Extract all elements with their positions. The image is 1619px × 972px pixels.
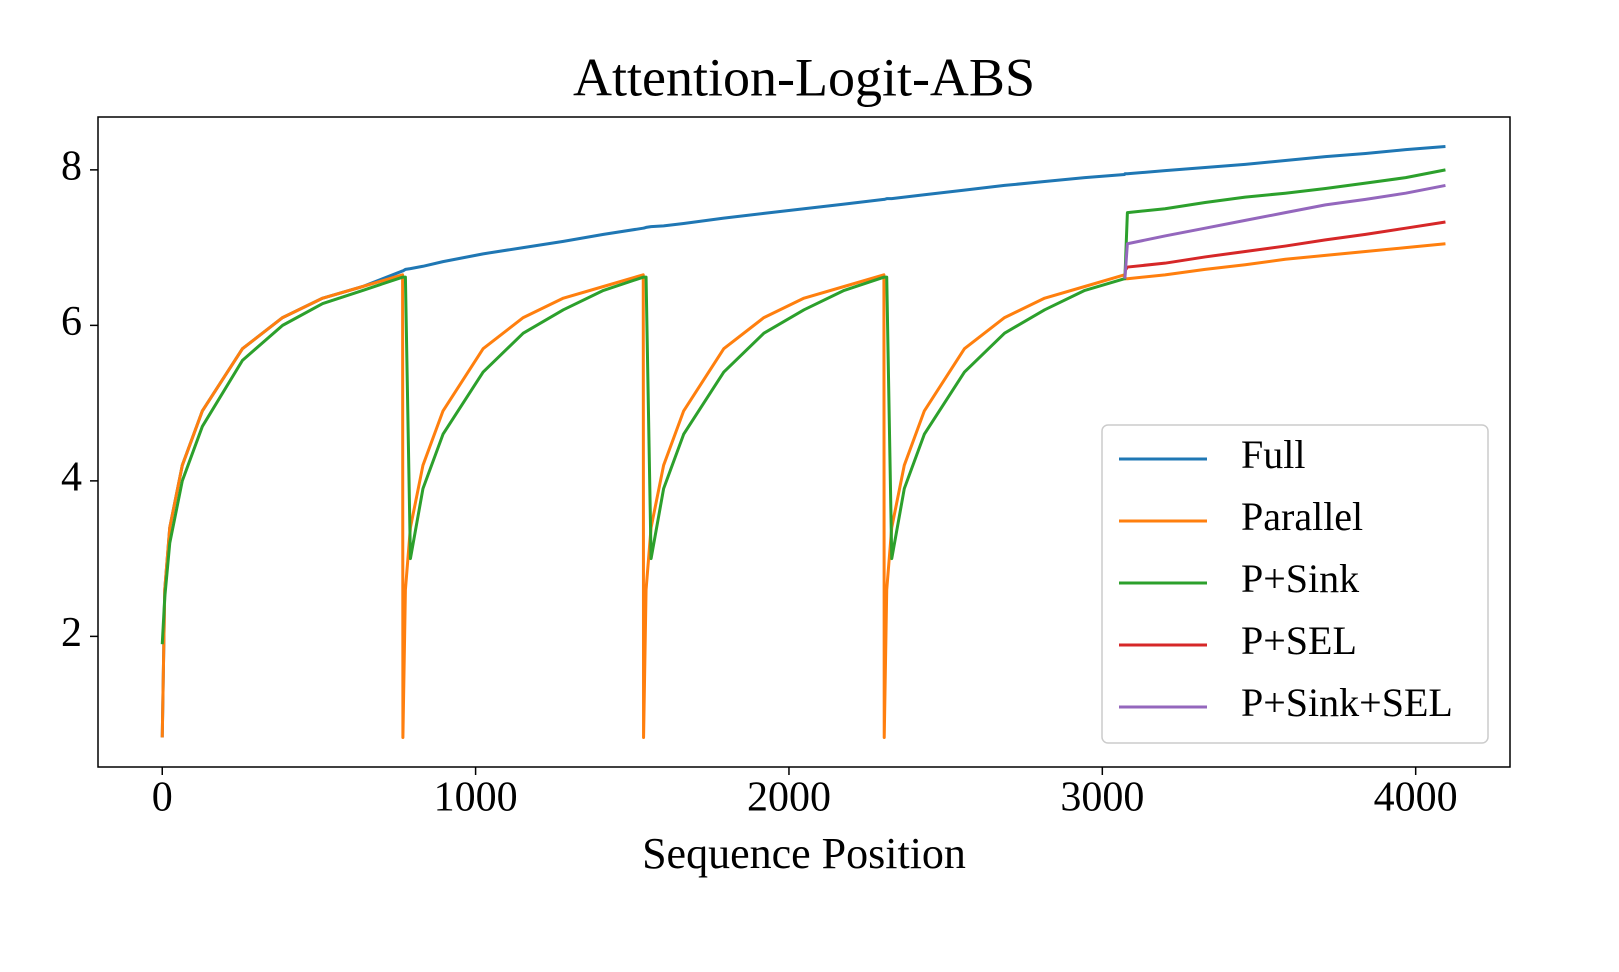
- x-axis-label: Sequence Position: [642, 829, 966, 878]
- x-tick-label: 2000: [747, 775, 831, 821]
- series-line: [160, 242, 1446, 739]
- series-line: [160, 168, 1446, 645]
- chart-title: Attention-Logit-ABS: [573, 47, 1035, 107]
- x-tick-label: 4000: [1374, 775, 1458, 821]
- legend-label: Parallel: [1241, 494, 1363, 539]
- y-tick-label: 4: [61, 455, 82, 501]
- legend-label: P+Sink: [1241, 556, 1359, 601]
- y-tick-label: 2: [61, 610, 82, 656]
- legend-label: P+SEL: [1241, 618, 1357, 663]
- plot-frame: [97, 116, 1511, 768]
- x-tick-label: 3000: [1060, 775, 1144, 821]
- x-tick-label: 0: [152, 775, 173, 821]
- y-tick-label: 6: [61, 299, 82, 345]
- legend-box: [1101, 424, 1489, 744]
- legend-label: Full: [1241, 432, 1305, 477]
- legend-label: P+Sink+SEL: [1241, 680, 1453, 725]
- series-line: [1123, 183, 1446, 279]
- series-line: [1123, 220, 1446, 272]
- x-tick-label: 1000: [434, 775, 518, 821]
- y-tick-label: 8: [61, 144, 82, 190]
